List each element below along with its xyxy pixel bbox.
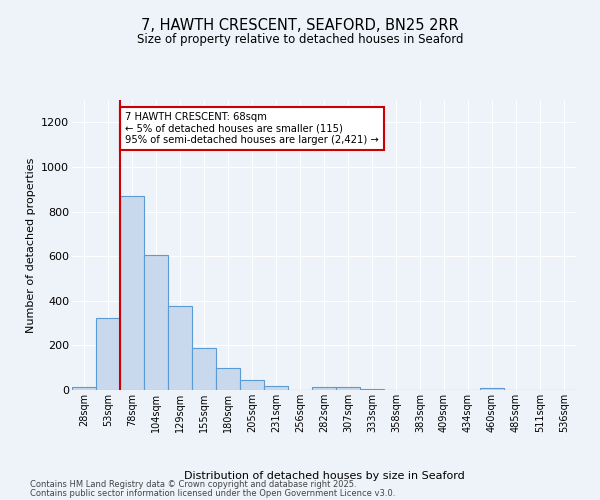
Bar xyxy=(97,318,119,390)
Bar xyxy=(121,196,143,390)
Bar xyxy=(241,380,263,390)
Bar xyxy=(481,388,503,390)
Text: Size of property relative to detached houses in Seaford: Size of property relative to detached ho… xyxy=(137,32,463,46)
Text: Contains HM Land Registry data © Crown copyright and database right 2025.: Contains HM Land Registry data © Crown c… xyxy=(30,480,356,489)
Bar xyxy=(313,386,335,390)
Y-axis label: Number of detached properties: Number of detached properties xyxy=(26,158,35,332)
Bar xyxy=(73,387,95,390)
Text: 7 HAWTH CRESCENT: 68sqm
← 5% of detached houses are smaller (115)
95% of semi-de: 7 HAWTH CRESCENT: 68sqm ← 5% of detached… xyxy=(125,112,379,146)
Bar xyxy=(337,386,359,390)
X-axis label: Distribution of detached houses by size in Seaford: Distribution of detached houses by size … xyxy=(184,471,464,481)
Bar xyxy=(145,255,167,390)
Bar xyxy=(361,389,383,390)
Bar xyxy=(217,368,239,390)
Bar xyxy=(193,348,215,390)
Bar xyxy=(265,386,287,390)
Text: Contains public sector information licensed under the Open Government Licence v3: Contains public sector information licen… xyxy=(30,489,395,498)
Bar xyxy=(169,306,191,390)
Text: 7, HAWTH CRESCENT, SEAFORD, BN25 2RR: 7, HAWTH CRESCENT, SEAFORD, BN25 2RR xyxy=(141,18,459,32)
